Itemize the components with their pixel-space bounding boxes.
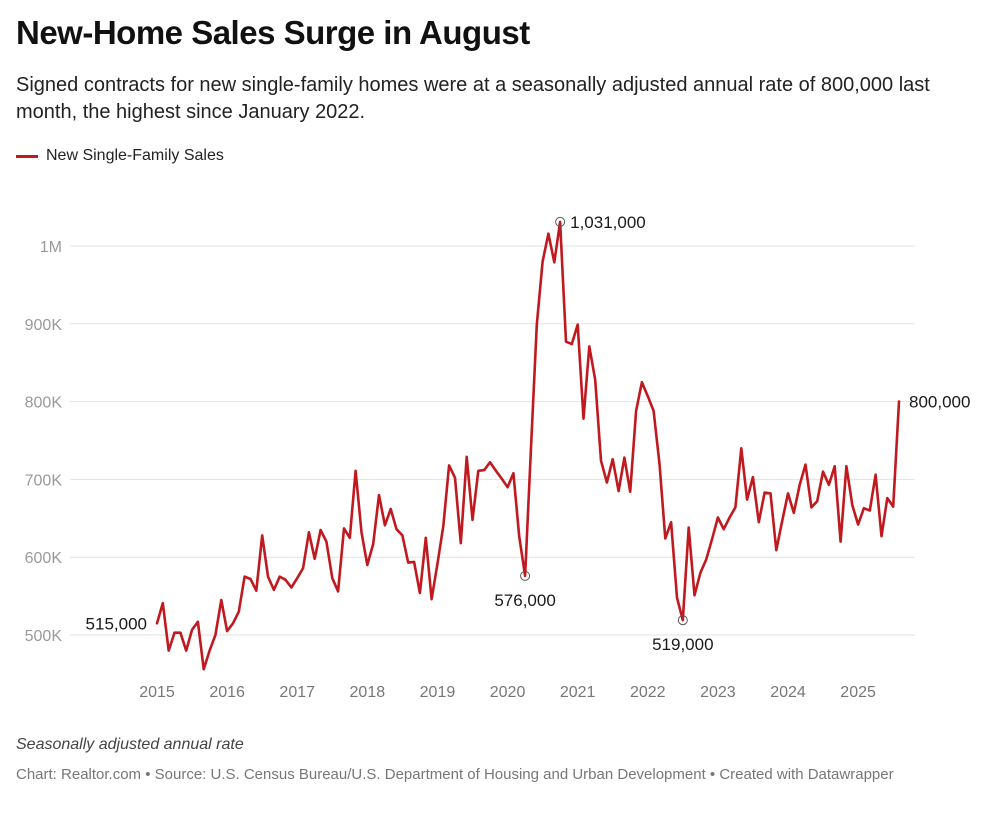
legend-label: New Single-Family Sales bbox=[46, 147, 224, 164]
y-tick-label: 600K bbox=[25, 550, 63, 567]
y-tick-label: 700K bbox=[25, 472, 63, 489]
series-line bbox=[155, 220, 901, 671]
x-tick-label: 2025 bbox=[840, 684, 876, 701]
y-tick-label: 500K bbox=[25, 628, 63, 645]
annotation-label: 515,000 bbox=[86, 614, 147, 633]
y-axis-ticks: 500K 600K 700K 800K 900K 1M bbox=[25, 239, 63, 645]
annotation-label: 1,031,000 bbox=[570, 213, 646, 232]
chart-subtitle: Signed contracts for new single-family h… bbox=[16, 74, 930, 123]
x-tick-label: 2019 bbox=[420, 684, 456, 701]
footer-source: Chart: Realtor.com • Source: U.S. Census… bbox=[16, 766, 894, 783]
x-tick-label: 2024 bbox=[770, 684, 806, 701]
annotations-layer: 515,000 576,000 1,031,000 519,000 800,000 bbox=[86, 213, 971, 654]
x-tick-label: 2021 bbox=[560, 684, 596, 701]
x-tick-label: 2018 bbox=[350, 684, 386, 701]
x-tick-label: 2022 bbox=[630, 684, 666, 701]
x-tick-label: 2017 bbox=[279, 684, 315, 701]
y-tick-label: 1M bbox=[40, 239, 62, 256]
x-tick-label: 2016 bbox=[209, 684, 245, 701]
footer-note: Seasonally adjusted annual rate bbox=[16, 736, 244, 753]
annotation-marker bbox=[555, 216, 566, 227]
annotation-label: 519,000 bbox=[652, 635, 713, 654]
legend: New Single-Family Sales bbox=[16, 147, 224, 165]
x-tick-label: 2023 bbox=[700, 684, 736, 701]
x-axis-ticks: 2015 2016 2017 2018 2019 2020 2021 2022 2023 2024… bbox=[139, 684, 876, 701]
gridlines bbox=[70, 245, 915, 636]
y-tick-label: 900K bbox=[25, 317, 63, 334]
chart-title: New-Home Sales Surge in August bbox=[16, 14, 530, 51]
series-layer bbox=[155, 220, 901, 671]
x-tick-label: 2020 bbox=[490, 684, 526, 701]
x-tick-label: 2015 bbox=[139, 684, 175, 701]
annotation-marker bbox=[520, 570, 531, 581]
annotation-label: 576,000 bbox=[494, 591, 555, 610]
y-tick-label: 800K bbox=[25, 395, 63, 412]
annotation-marker bbox=[677, 615, 688, 626]
annotation-label: 800,000 bbox=[909, 393, 970, 412]
legend-swatch bbox=[16, 154, 38, 158]
